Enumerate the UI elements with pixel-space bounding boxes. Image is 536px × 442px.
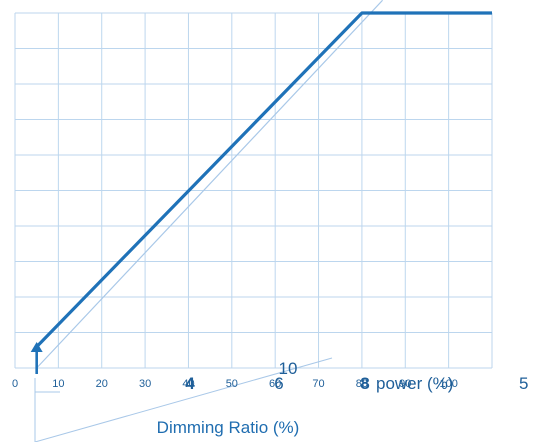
x-tick-label: 80 — [356, 378, 368, 390]
overlay-label: 4 — [185, 374, 195, 393]
x-tick-label: 60 — [269, 378, 281, 390]
x-tick-label: 20 — [96, 378, 108, 390]
x-tick-label: 10 — [52, 378, 64, 390]
overlay-label: 6 — [274, 374, 283, 393]
x-tick-label: 30 — [139, 378, 151, 390]
series-line — [35, 11, 492, 348]
overlay-labels: 4 6 8 10 power (%) 5 — [185, 359, 528, 393]
x-tick-label: 40 — [182, 378, 194, 390]
x-tick-label: 50 — [226, 378, 238, 390]
grid — [14, 12, 493, 369]
x-tick-labels: 0 10 20 30 40 50 60 70 80 90 100 — [12, 378, 458, 390]
overlay-label: 5 — [519, 374, 528, 393]
overlay-label: 10 — [279, 359, 298, 378]
reference-line-layer — [34, 0, 384, 442]
x-tick-label: 90 — [399, 378, 411, 390]
x-tick-label: 70 — [312, 378, 324, 390]
projection-line — [34, 357, 333, 442]
overlay-label: 8 — [360, 374, 369, 393]
marker-arrow-head — [30, 342, 43, 352]
reference-line — [36, 0, 384, 369]
x-axis-title: Dimming Ratio (%) — [157, 418, 300, 437]
x-tick-label: 100 — [439, 378, 457, 390]
series-layer — [30, 11, 492, 374]
overlay-label: power (%) — [376, 374, 453, 393]
x-tick-label: 0 — [12, 378, 18, 390]
